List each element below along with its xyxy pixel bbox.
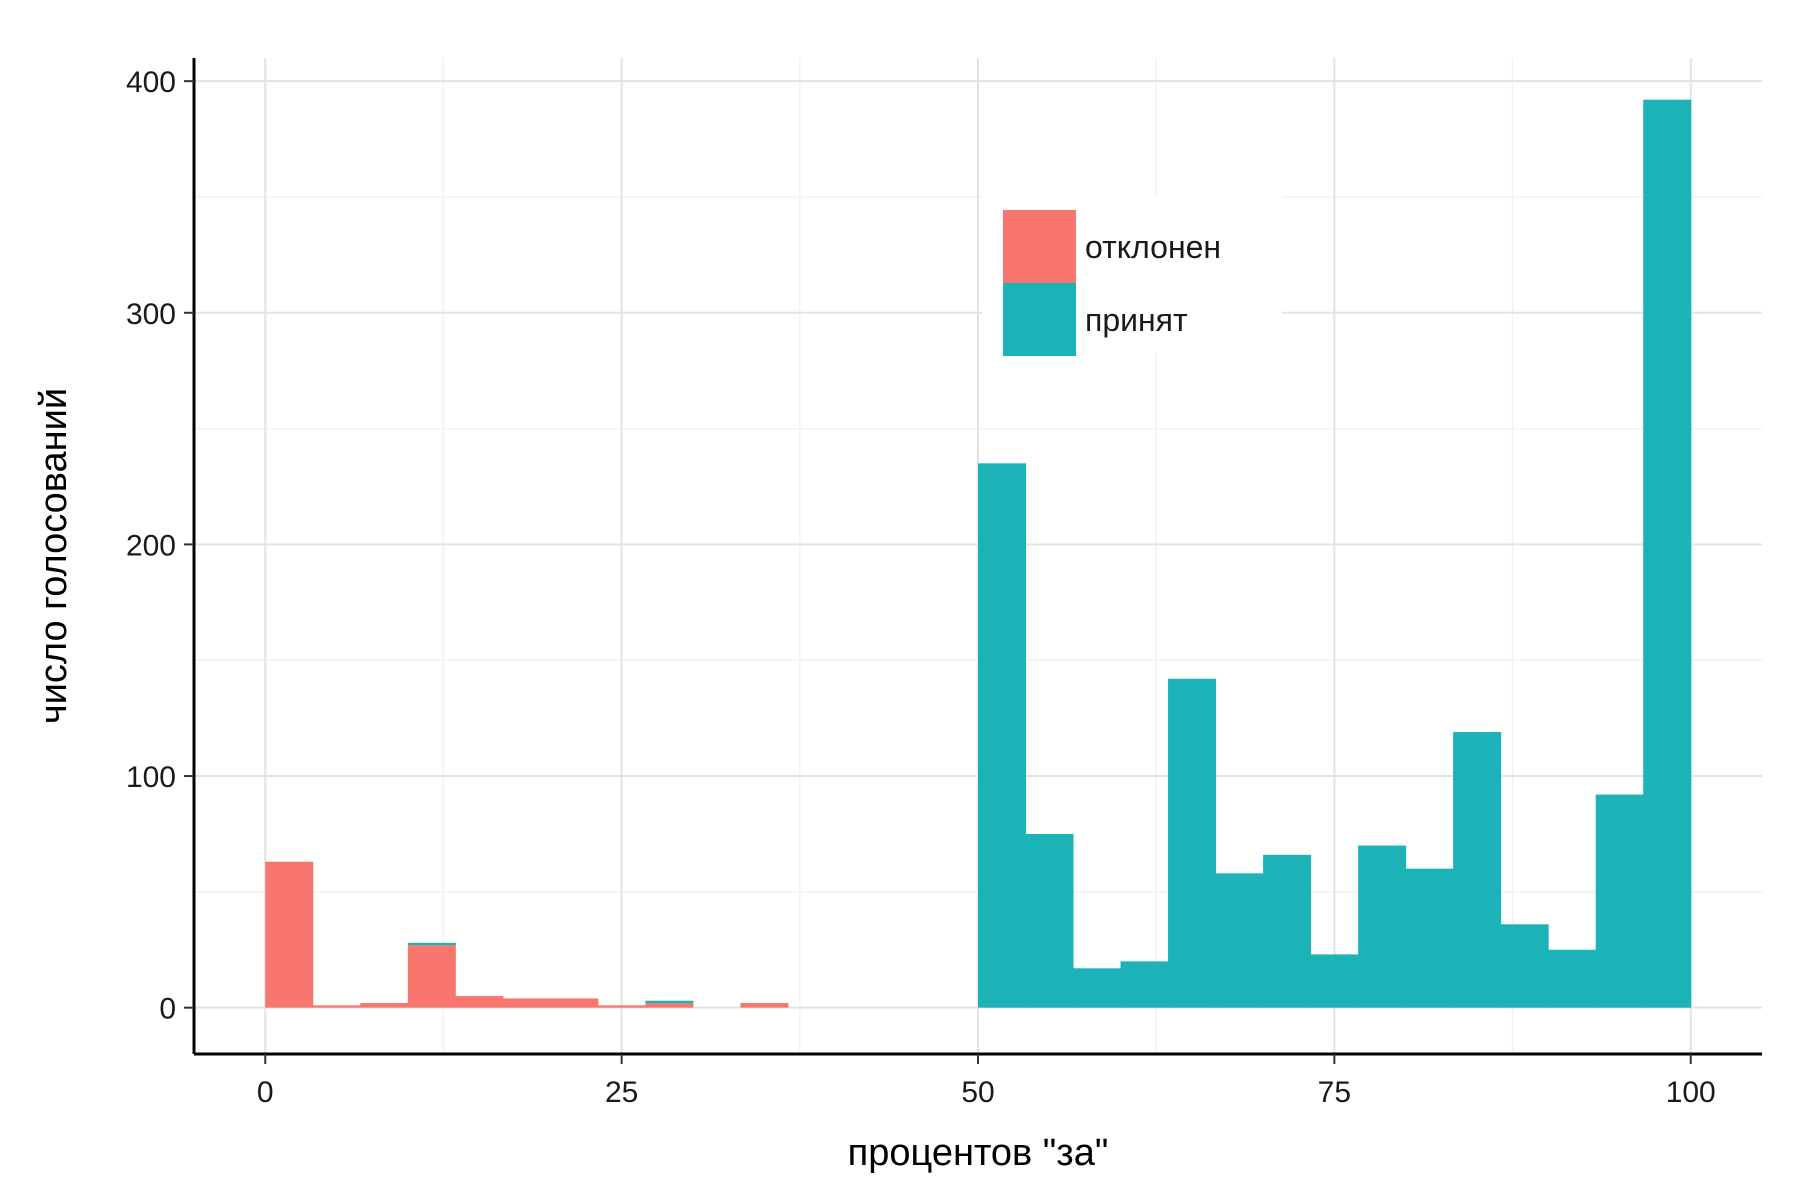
x-axis-title: процентов "за" bbox=[848, 1132, 1109, 1174]
bar-accepted bbox=[1453, 732, 1502, 1008]
y-tick-label: 200 bbox=[126, 529, 176, 562]
bar-accepted bbox=[645, 1000, 694, 1004]
y-tick-label: 400 bbox=[126, 66, 176, 99]
bar-accepted bbox=[1168, 678, 1217, 1008]
bar-rejected bbox=[597, 1005, 646, 1008]
bar-accepted bbox=[1073, 968, 1122, 1008]
bar-rejected bbox=[312, 1005, 361, 1008]
bars bbox=[265, 99, 1692, 1008]
x-tick-label: 50 bbox=[961, 1076, 994, 1109]
bar-rejected bbox=[455, 996, 504, 1008]
legend: отклонен принят bbox=[982, 195, 1282, 356]
x-tick-label: 100 bbox=[1666, 1076, 1716, 1109]
bar-rejected bbox=[645, 1003, 694, 1008]
bar-rejected bbox=[502, 998, 551, 1008]
axes bbox=[184, 58, 1762, 1064]
legend-key-accepted bbox=[1003, 283, 1076, 356]
y-tick-label: 300 bbox=[126, 298, 176, 331]
bar-rejected bbox=[740, 1003, 789, 1008]
x-tick-label: 0 bbox=[257, 1076, 274, 1109]
bar-rejected bbox=[360, 1003, 409, 1008]
bar-accepted bbox=[1310, 954, 1359, 1008]
legend-label-rejected: отклонен bbox=[1085, 229, 1221, 265]
legend-label-accepted: принят bbox=[1085, 302, 1188, 338]
bar-accepted bbox=[1548, 949, 1597, 1008]
bar-accepted bbox=[1405, 868, 1454, 1008]
bar-accepted bbox=[1358, 845, 1407, 1008]
bar-rejected bbox=[407, 945, 456, 1008]
x-tick-label: 75 bbox=[1318, 1076, 1351, 1109]
y-tick-label: 0 bbox=[159, 993, 176, 1026]
bar-accepted bbox=[1025, 833, 1074, 1008]
x-tick-label: 25 bbox=[605, 1076, 638, 1109]
bar-accepted bbox=[978, 463, 1027, 1008]
bar-accepted bbox=[1595, 794, 1644, 1008]
tick-labels: 0 25 50 75 100 0 100 200 300 400 bbox=[126, 66, 1716, 1109]
bar-accepted bbox=[1120, 961, 1169, 1008]
bar-accepted bbox=[407, 942, 456, 946]
bar-rejected bbox=[265, 861, 314, 1008]
y-tick-label: 100 bbox=[126, 761, 176, 794]
legend-key-rejected bbox=[1003, 210, 1076, 283]
bar-rejected bbox=[550, 998, 599, 1008]
bar-accepted bbox=[1500, 924, 1549, 1008]
bar-accepted bbox=[1215, 873, 1264, 1008]
bar-accepted bbox=[1263, 854, 1312, 1008]
y-axis-title: число голосований bbox=[33, 388, 75, 724]
bar-accepted bbox=[1643, 99, 1692, 1008]
